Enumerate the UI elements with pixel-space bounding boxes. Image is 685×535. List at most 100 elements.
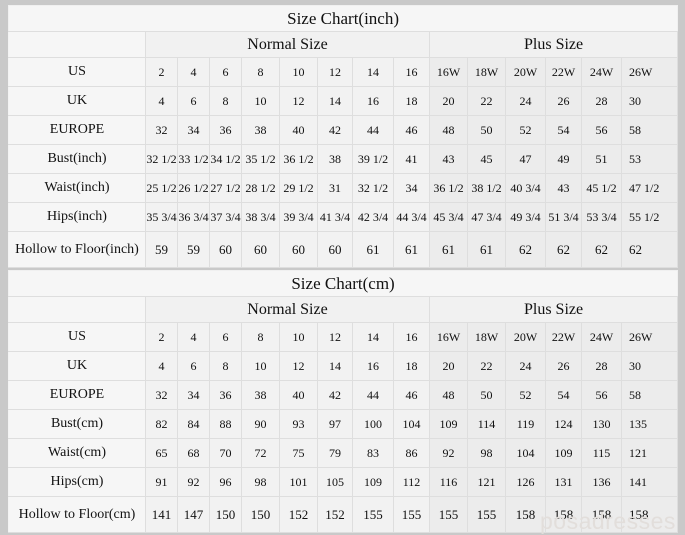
table-cell: 38: [241, 115, 280, 145]
table-cell: 61: [429, 231, 468, 268]
table-cell: 155: [429, 496, 468, 533]
table-cell: 6: [177, 351, 210, 381]
table-cell: 46: [393, 380, 430, 410]
table-cell: 40: [279, 380, 318, 410]
table-cell: 22: [467, 86, 506, 116]
table-cell: 22W: [545, 322, 582, 352]
table-cell: 39 3/4: [279, 202, 318, 232]
table-cell: 58: [620, 380, 679, 410]
table-cell: 53 3/4: [581, 202, 622, 232]
table-cell: 2: [145, 322, 178, 352]
table-cell: 65: [145, 438, 178, 468]
table-cell: 70: [209, 438, 242, 468]
table-cell: 8: [241, 57, 280, 87]
table-cell: 6: [209, 57, 242, 87]
table-cell: 93: [279, 409, 318, 439]
table-cell: 22: [467, 351, 506, 381]
table-cell: 112: [393, 467, 430, 497]
table-cell: 36 1/2: [279, 144, 318, 174]
table-cell: 4: [145, 351, 178, 381]
table-cell: 16: [393, 322, 430, 352]
table-cell: 45 1/2: [581, 173, 622, 203]
row-label: UK: [8, 86, 146, 116]
table-cell: 26W: [620, 57, 679, 87]
table-cell: 36: [209, 115, 242, 145]
table-cell: 86: [393, 438, 430, 468]
table-cell: 24W: [581, 57, 622, 87]
table-cell: 42 3/4: [352, 202, 394, 232]
table-cell: 14: [317, 86, 353, 116]
table-cell: 8: [209, 351, 242, 381]
table-cell: 155: [393, 496, 430, 533]
table-cell: 14: [317, 351, 353, 381]
table-cell: 26W: [620, 322, 679, 352]
group-header-row: Normal Size Plus Size: [8, 296, 679, 323]
table-cell: 101: [279, 467, 318, 497]
table-cell: 43: [429, 144, 468, 174]
table-cell: 10: [241, 351, 280, 381]
table-row: UK 4 6 8 10 12 14 16 18 20 22 24 26 28 30: [8, 351, 679, 381]
table-cell: 56: [581, 380, 622, 410]
chart-title: Size Chart(cm): [7, 270, 679, 297]
table-cell: 16: [352, 86, 394, 116]
size-chart-table: Size Chart(cm) Normal Size Plus Size US 2 4 6…: [7, 270, 679, 533]
table-cell: 38: [317, 144, 353, 174]
table-cell: 16W: [429, 322, 468, 352]
row-label: Hips(inch): [8, 202, 146, 232]
table-cell: 12: [317, 57, 353, 87]
table-cell: 36: [209, 380, 242, 410]
row-label: Hollow to Floor(inch): [8, 231, 146, 268]
table-cell: 60: [241, 231, 280, 268]
table-cell: 45 3/4: [429, 202, 468, 232]
row-label: UK: [8, 351, 146, 381]
table-cell: 100: [352, 409, 394, 439]
table-cell: 114: [467, 409, 506, 439]
table-row: EUROPE 32 34 36 38 40 42 44 46 48 50 52 54 56 58: [8, 115, 679, 145]
row-label: US: [8, 322, 146, 352]
table-cell: 82: [145, 409, 178, 439]
table-cell: 12: [279, 351, 318, 381]
table-cell: 60: [209, 231, 242, 268]
table-cell: 47: [505, 144, 546, 174]
size-chart-inch: Size Chart(inch) Normal Size Plus Size US 2…: [7, 5, 679, 268]
table-cell: 42: [317, 380, 353, 410]
table-cell: 30: [620, 351, 679, 381]
chart-title: Size Chart(inch): [7, 5, 679, 32]
table-cell: 24: [505, 86, 546, 116]
row-label: Hips(cm): [8, 467, 146, 497]
table-row: Waist(cm) 65 68 70 72 75 79 83 86 92 98 104 109 115 12…: [8, 438, 679, 468]
table-cell: 18W: [467, 57, 506, 87]
table-cell: 109: [545, 438, 582, 468]
table-cell: 98: [241, 467, 280, 497]
table-cell: 98: [467, 438, 506, 468]
table-cell: 131: [545, 467, 582, 497]
table-cell: 49 3/4: [505, 202, 546, 232]
table-row: EUROPE 32 34 36 38 40 42 44 46 48 50 52 54 56 58: [8, 380, 679, 410]
row-label: Hollow to Floor(cm): [8, 496, 146, 533]
table-cell: 35 3/4: [145, 202, 178, 232]
table-cell: 20W: [505, 322, 546, 352]
table-cell: 18: [393, 351, 430, 381]
row-label: Bust(inch): [8, 144, 146, 174]
table-cell: 141: [145, 496, 178, 533]
table-cell: 136: [581, 467, 622, 497]
table-cell: 79: [317, 438, 353, 468]
table-cell: 121: [620, 438, 679, 468]
table-cell: 10: [279, 322, 318, 352]
table-cell: 46: [393, 115, 430, 145]
table-cell: 52: [505, 115, 546, 145]
group-header-corner: [8, 296, 146, 323]
row-label: Waist(inch): [8, 173, 146, 203]
table-cell: 44: [352, 380, 394, 410]
table-cell: 32: [145, 115, 178, 145]
table-cell: 29 1/2: [279, 173, 318, 203]
table-cell: 44: [352, 115, 394, 145]
table-cell: 109: [352, 467, 394, 497]
table-cell: 141: [620, 467, 679, 497]
table-cell: 37 3/4: [209, 202, 242, 232]
table-cell: 59: [145, 231, 178, 268]
table-cell: 14: [352, 57, 394, 87]
table-cell: 47 3/4: [467, 202, 506, 232]
table-cell: 36 1/2: [429, 173, 468, 203]
table-row: Hips(inch) 35 3/4 36 3/4 37 3/4 38 3/4 39 3/4…: [8, 202, 679, 232]
